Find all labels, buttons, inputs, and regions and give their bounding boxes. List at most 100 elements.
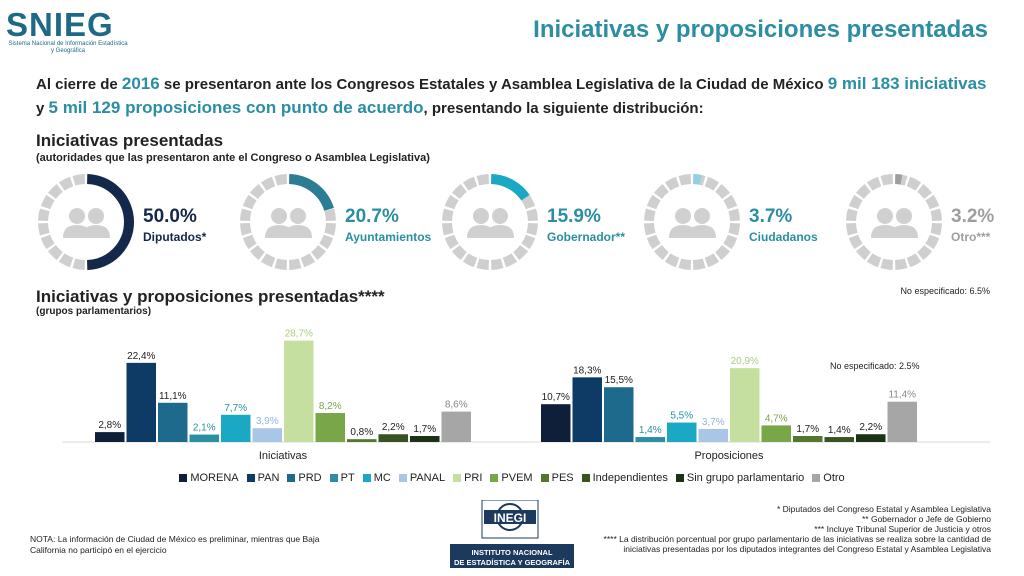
donut-value-arc [86, 174, 134, 270]
donut-track-segment [917, 183, 933, 199]
legend-swatch [398, 474, 407, 483]
category-label: Iniciativas [259, 450, 308, 462]
data-label: 15,5% [605, 375, 633, 386]
inegi-logo-text: INEGI [494, 511, 527, 525]
donut-track-segment [880, 174, 894, 186]
data-label: 0,8% [350, 427, 373, 438]
intro-text-1: Al cierre de [36, 76, 122, 93]
legend-label: MC [373, 472, 391, 484]
data-label: 11,4% [888, 390, 916, 401]
section1-title: Iniciativas presentadas [36, 131, 224, 150]
section1-subtitle: (autoridades que las presentaron ante el… [36, 152, 430, 164]
donut-track-segment [476, 258, 490, 270]
data-label: 18,3% [573, 365, 601, 376]
data-label: 28,7% [285, 329, 313, 340]
people-icon [871, 208, 918, 238]
donut-track-segment [526, 222, 538, 236]
legend-item: Sin grupo parlamentario [675, 472, 804, 484]
donut-track-segment [526, 208, 538, 222]
legend-label: PES [551, 472, 574, 484]
data-label: 5,5% [670, 411, 693, 422]
donut-track-segment [646, 234, 661, 250]
inegi-name-line2: DE ESTADÍSTICA Y GEOGRAFÍA [454, 558, 571, 567]
nota: NOTA: La información de Ciudad de México… [30, 534, 320, 555]
bar-independientes [378, 434, 408, 442]
donut-label: Ciudadanos [749, 230, 818, 244]
donut-track-segment [644, 222, 656, 236]
donut-track-segment [324, 222, 336, 236]
donut-value-arc [894, 174, 903, 185]
donut-value-arc [692, 174, 702, 185]
legend-item: PRI [453, 472, 482, 484]
bar-independientes [824, 437, 854, 442]
donut-track-segment [723, 194, 738, 210]
legend-item: PT [329, 472, 355, 484]
legend-item: MORENA [179, 472, 239, 484]
donut-track-segment [442, 208, 454, 222]
donut-track-segment [678, 258, 692, 270]
intro-propositions: 5 mil 129 proposiciones con punto de acu… [48, 98, 424, 117]
donut-track-segment [319, 234, 334, 250]
donut-track-segment [930, 222, 942, 236]
data-label: 20,9% [731, 356, 759, 367]
donut-value-arc [288, 174, 334, 212]
donut-track-segment [664, 176, 680, 191]
legend-label: Independientes [592, 472, 668, 484]
donut-track-segment [260, 176, 276, 191]
donut-track-segment [846, 222, 858, 236]
bar-mc [667, 422, 697, 442]
donut-track-segment [704, 253, 720, 268]
donut-track-segment [917, 245, 933, 261]
donut-track-segment [715, 183, 731, 199]
legend-swatch [812, 474, 821, 483]
bar-panal [698, 428, 728, 442]
donut-track-segment [462, 253, 478, 268]
no-especificado-top: No especificado: 6.5% [900, 286, 990, 296]
data-label: 3,9% [256, 416, 279, 427]
donut-label: Gobernador** [547, 230, 626, 244]
data-label: 2,8% [98, 420, 121, 431]
chart-annotation: No especificado: 2.5% [830, 361, 920, 371]
donut-track-segment [925, 234, 940, 250]
category-label: Proposiciones [694, 450, 764, 462]
intro-year: 2016 [121, 74, 160, 93]
donut-track-segment [311, 245, 327, 261]
donut-track-segment [324, 208, 336, 222]
intro-text-2: se presentaron ante los Congresos Estata… [159, 76, 828, 93]
donut-track-segment [240, 222, 252, 236]
legend-label: Otro [823, 472, 845, 484]
legend-swatch [362, 474, 371, 483]
bar-pvem [315, 413, 345, 442]
donut-track-segment [451, 245, 467, 261]
donut-track-segment [723, 234, 738, 250]
bar-otro [441, 411, 471, 442]
bar-mc [221, 414, 251, 442]
donut-track-segment [444, 194, 459, 210]
donut-track-segment [521, 234, 536, 250]
legend-swatch [287, 474, 296, 483]
donut-track-segment [855, 245, 871, 261]
section2-subtitle: (grupos parlamentarios) [36, 306, 152, 317]
legend-label: PT [340, 472, 355, 484]
donut-chart [240, 174, 336, 270]
footnote-3: *** Incluye Tribunal Superior de Justici… [814, 524, 991, 534]
donut-track-segment [846, 208, 858, 222]
donut-track-segment [242, 234, 257, 250]
bar-sin-grupo-parlamentario [410, 435, 440, 442]
donut-track-segment [855, 183, 871, 199]
donut-track-segment [249, 183, 265, 199]
donut-track-segment [678, 174, 692, 186]
donut-track-segment [906, 253, 922, 268]
donut-percent: 50.0% [143, 206, 197, 227]
donut-track-segment [451, 183, 467, 199]
legend-item: Independientes [581, 472, 668, 484]
footnote-4: **** La distribución porcentual por grup… [603, 534, 991, 554]
donut-track-segment [58, 253, 74, 268]
donut-track-segment [240, 208, 252, 222]
donut-track-segment [848, 234, 863, 250]
donut-track-segment [866, 176, 882, 191]
donut-track-segment [880, 258, 894, 270]
donut-chart [38, 174, 134, 270]
donut-track-segment [40, 234, 55, 250]
bar-pri [284, 340, 314, 442]
